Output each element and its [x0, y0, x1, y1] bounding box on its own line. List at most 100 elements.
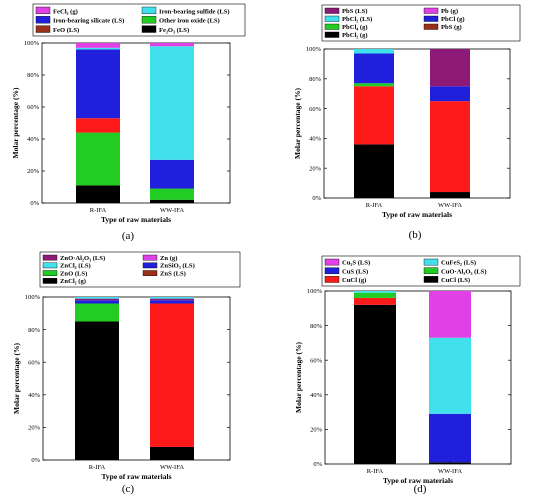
y-tick-label: 80%: [27, 72, 40, 79]
legend-swatch: [324, 258, 340, 266]
legend-label: CuCl (LS): [441, 277, 470, 284]
legend-box: [39, 251, 241, 288]
bar-segment: [429, 291, 471, 338]
legend-box: [32, 3, 246, 37]
bar-segment: [429, 337, 471, 414]
bar-segment: [354, 53, 394, 84]
bar-segment: [150, 43, 194, 47]
y-axis-label: Molar percentage (%): [294, 342, 303, 413]
panel-label: (b): [409, 229, 422, 241]
bar-segment: [76, 43, 120, 48]
bar-segment: [430, 49, 470, 87]
legend-swatch: [35, 6, 51, 15]
bar-segment: [150, 446, 194, 460]
y-tick-label: 100%: [24, 40, 40, 47]
x-tick-label: WW-IFA: [438, 468, 462, 475]
bar-segment: [75, 303, 119, 322]
legend-swatch: [142, 262, 158, 269]
bar-segment: [76, 118, 120, 133]
legend-label: ZnO (LS): [60, 270, 87, 277]
bar-segment: [150, 298, 194, 301]
y-tick-label: 100%: [307, 288, 323, 295]
y-tick-label: 60%: [309, 106, 322, 113]
legend-label: ZnO·Al₂O₃ (LS): [60, 255, 105, 262]
y-axis-label: Molar percentage (%): [12, 343, 21, 414]
bar-segment: [150, 297, 194, 299]
legend-swatch: [42, 278, 58, 284]
y-axis-label: Molar percentage (%): [11, 87, 20, 158]
legend-label: ZnCl₂ (g): [60, 278, 86, 285]
y-tick-label: 40%: [28, 392, 41, 399]
legend-label: CuS (LS): [342, 268, 368, 275]
legend-swatch: [35, 16, 51, 24]
bar-segment: [75, 300, 119, 304]
plot-frame: [324, 290, 512, 465]
y-tick-label: 60%: [310, 357, 323, 364]
legend-box: [321, 4, 521, 42]
legend-label: Iron-bearing silicate (LS): [53, 18, 124, 25]
legend-box: [321, 255, 521, 287]
legend-label: PbCl₄ (g): [342, 24, 368, 31]
legend-label: Zn (g): [160, 255, 177, 262]
x-tick-label: WW-IFA: [438, 202, 462, 209]
bar-segment: [76, 132, 120, 186]
legend-label: Iron-bearing sulfide (LS): [159, 8, 230, 15]
y-tick-label: 0%: [31, 457, 40, 464]
bar-segment: [430, 101, 470, 193]
bar-segment: [354, 83, 394, 87]
panel-label: (c): [122, 483, 135, 495]
plot-frame: [323, 48, 511, 199]
legend-swatch: [42, 270, 58, 276]
x-tick-label: R-IFA: [90, 207, 107, 214]
bar-segment: [354, 292, 396, 298]
bar-segment: [354, 86, 394, 145]
y-tick-label: 100%: [25, 294, 41, 301]
legend-swatch: [142, 270, 158, 276]
legend-label: CuFeS₂ (LS): [441, 260, 476, 267]
bar-segment: [354, 291, 396, 293]
legend-swatch: [423, 23, 439, 30]
y-tick-label: 40%: [309, 136, 322, 143]
legend-swatch: [324, 276, 340, 283]
legend-swatch: [423, 258, 439, 266]
legend-label: PbCl₂ (LS): [342, 16, 372, 23]
bar-segment: [76, 49, 120, 119]
legend-swatch: [423, 267, 439, 275]
legend-label: PbCl (g): [441, 16, 465, 23]
legend-swatch: [42, 262, 58, 269]
bar-segment: [75, 298, 119, 301]
y-tick-label: 80%: [309, 76, 322, 83]
bar-segment: [75, 321, 119, 460]
legend-label: PbS (g): [441, 24, 462, 31]
y-tick-label: 100%: [306, 46, 322, 53]
legend-label: ZnS (LS): [160, 270, 186, 277]
legend-label: Pb (g): [441, 8, 458, 15]
panel-label: (a): [122, 230, 135, 242]
bar-segment: [76, 185, 120, 203]
y-tick-label: 60%: [28, 359, 41, 366]
legend-label: ZnSiO₃ (LS): [160, 263, 195, 270]
legend-label: CuCl (g): [342, 277, 366, 284]
legend-label: CuO·Al₂O₃ (LS): [441, 268, 487, 275]
y-tick-label: 0%: [312, 195, 321, 202]
legend-swatch: [423, 7, 439, 14]
x-tick-label: WW-IFA: [160, 207, 184, 214]
legend-swatch: [423, 15, 439, 22]
plot-frame: [42, 296, 231, 461]
x-axis-label: Type of raw materials: [383, 476, 453, 485]
bar-segment: [150, 159, 194, 189]
bar-segment: [354, 304, 396, 464]
legend-swatch: [141, 6, 157, 15]
y-tick-label: 0%: [313, 461, 322, 468]
legend-label: PbCl₂ (g): [342, 32, 368, 39]
legend-label: Other iron oxide (LS): [159, 18, 220, 25]
x-tick-label: R-IFA: [367, 468, 384, 475]
y-tick-label: 20%: [27, 168, 40, 175]
x-axis-label: Type of raw materials: [101, 215, 171, 224]
legend-swatch: [324, 23, 340, 30]
legend-swatch: [423, 276, 439, 283]
legend-label: FeCl₂ (g): [53, 8, 78, 15]
